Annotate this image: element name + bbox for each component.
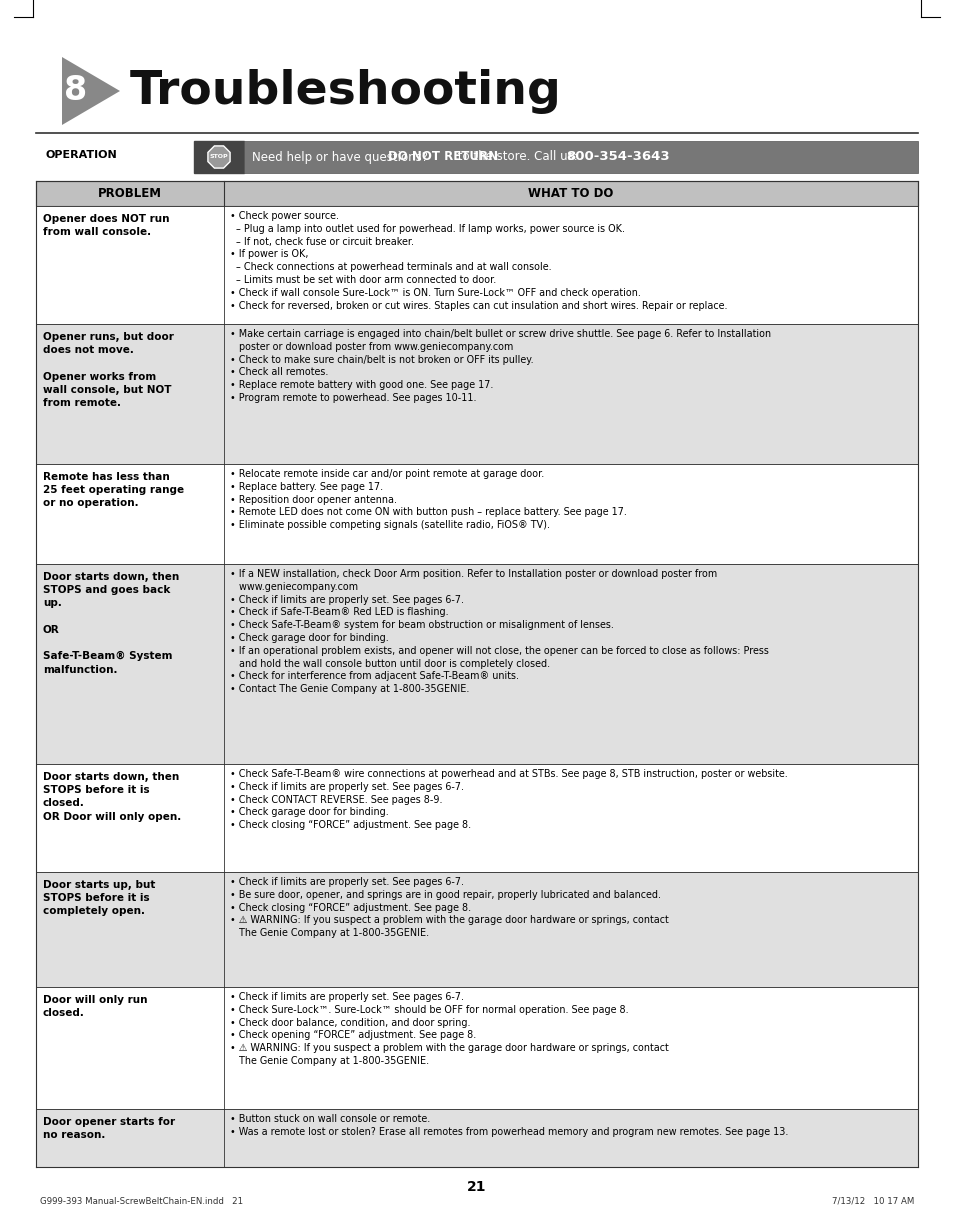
Text: 8: 8 (64, 74, 88, 107)
Text: • Make certain carriage is engaged into chain/belt bullet or screw drive shuttle: • Make certain carriage is engaged into … (230, 329, 770, 403)
FancyBboxPatch shape (36, 181, 917, 207)
Text: DO NOT RETURN: DO NOT RETURN (387, 151, 497, 164)
Polygon shape (62, 57, 120, 125)
Text: Remote has less than
25 feet operating range
or no operation.: Remote has less than 25 feet operating r… (43, 471, 184, 508)
Text: Door starts down, then
STOPS and goes back
up.

OR

Safe-T-Beam® System
malfunct: Door starts down, then STOPS and goes ba… (43, 572, 179, 674)
Text: Opener runs, but door
does not move.

Opener works from
wall console, but NOT
fr: Opener runs, but door does not move. Ope… (43, 332, 173, 408)
Text: OPERATION: OPERATION (46, 149, 117, 160)
FancyBboxPatch shape (36, 764, 917, 872)
FancyBboxPatch shape (36, 987, 917, 1109)
FancyBboxPatch shape (36, 207, 917, 324)
Text: • Check if limits are properly set. See pages 6-7.
• Check Sure-Lock™. Sure-Lock: • Check if limits are properly set. See … (230, 991, 668, 1066)
FancyBboxPatch shape (36, 564, 917, 764)
FancyBboxPatch shape (244, 141, 917, 173)
Text: Door will only run
closed.: Door will only run closed. (43, 995, 148, 1018)
FancyBboxPatch shape (193, 141, 244, 173)
Text: PROBLEM: PROBLEM (98, 187, 162, 200)
Polygon shape (208, 146, 230, 168)
FancyBboxPatch shape (36, 464, 917, 564)
FancyBboxPatch shape (36, 1109, 917, 1166)
Text: Need help or have questions?: Need help or have questions? (252, 151, 432, 164)
Text: G999-393 Manual-ScrewBeltChain-EN.indd   21: G999-393 Manual-ScrewBeltChain-EN.indd 2… (40, 1197, 243, 1205)
Text: Troubleshooting: Troubleshooting (130, 68, 561, 113)
Text: 7/13/12   10 17 AM: 7/13/12 10 17 AM (831, 1197, 913, 1205)
Text: Opener does NOT run
from wall console.: Opener does NOT run from wall console. (43, 214, 170, 237)
Text: Door starts down, then
STOPS before it is
closed.
OR Door will only open.: Door starts down, then STOPS before it i… (43, 772, 181, 821)
Text: • Check Safe-T-Beam® wire connections at powerhead and at STBs. See page 8, STB : • Check Safe-T-Beam® wire connections at… (230, 769, 787, 830)
Text: WHAT TO DO: WHAT TO DO (528, 187, 613, 200)
Text: to the store. Call us:: to the store. Call us: (454, 151, 580, 164)
Text: • Button stuck on wall console or remote.
• Was a remote lost or stolen? Erase a: • Button stuck on wall console or remote… (230, 1114, 787, 1137)
FancyBboxPatch shape (36, 324, 917, 464)
Text: • Check power source.
  – Plug a lamp into outlet used for powerhead. If lamp wo: • Check power source. – Plug a lamp into… (230, 211, 727, 311)
Text: • Check if limits are properly set. See pages 6-7.
• Be sure door, opener, and s: • Check if limits are properly set. See … (230, 877, 668, 938)
Text: 800-354-3643: 800-354-3643 (565, 151, 669, 164)
Text: 21: 21 (467, 1180, 486, 1194)
Text: • Relocate remote inside car and/or point remote at garage door.
• Replace batte: • Relocate remote inside car and/or poin… (230, 469, 626, 530)
Text: STOP: STOP (210, 154, 228, 159)
Text: Door starts up, but
STOPS before it is
completely open.: Door starts up, but STOPS before it is c… (43, 880, 155, 916)
Text: • If a NEW installation, check Door Arm position. Refer to Installation poster o: • If a NEW installation, check Door Arm … (230, 569, 768, 694)
FancyBboxPatch shape (36, 872, 917, 987)
Text: Door opener starts for
no reason.: Door opener starts for no reason. (43, 1117, 175, 1140)
